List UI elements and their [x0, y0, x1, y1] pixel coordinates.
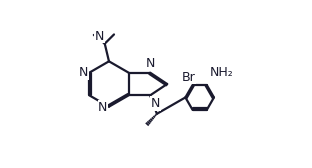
Text: N: N: [98, 101, 108, 114]
Text: NH₂: NH₂: [209, 66, 233, 79]
Text: N: N: [79, 66, 88, 79]
Text: N: N: [145, 57, 155, 70]
Text: N: N: [95, 30, 104, 43]
Text: N: N: [151, 97, 160, 110]
Text: Br: Br: [182, 71, 195, 84]
